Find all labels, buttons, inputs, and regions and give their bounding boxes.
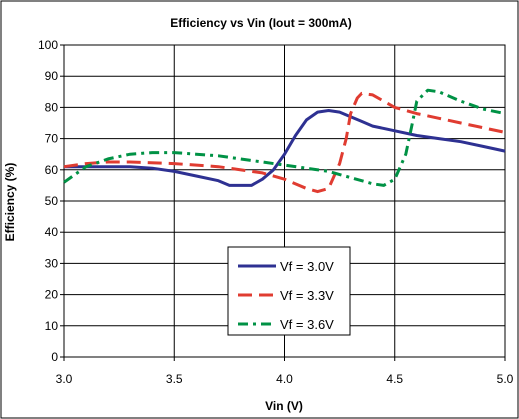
series-lines: [63, 88, 506, 194]
x-tick-label: 3.5: [166, 372, 183, 386]
legend: Vf = 3.0V Vf = 3.3V Vf = 3.6V: [227, 246, 351, 336]
y-tick-label: 80: [45, 100, 59, 114]
y-tick-label: 100: [38, 38, 58, 52]
y-tick-label: 70: [45, 132, 59, 146]
y-tick-label: 50: [45, 194, 59, 208]
x-tick-label: 4.5: [386, 372, 403, 386]
chart-title: Efficiency vs Vin (Iout = 300mA): [170, 16, 352, 30]
series-line-2: [63, 91, 506, 194]
y-tick-label: 10: [45, 319, 59, 333]
y-tick-label: 20: [45, 288, 59, 302]
x-tick-label: 3.0: [56, 372, 73, 386]
x-axis-ticks: 3.0 3.5 4.0 4.5 5.0: [56, 357, 514, 386]
x-tick-label: 5.0: [497, 372, 514, 386]
y-tick-label: 60: [45, 163, 59, 177]
y-axis-ticks: 0 10 20 30 40 50 60 70 80 90 100: [38, 38, 64, 364]
legend-label-1: Vf = 3.0V: [280, 259, 334, 274]
legend-box: [227, 246, 351, 336]
series-line-3: [63, 88, 506, 187]
legend-label-2: Vf = 3.3V: [280, 288, 334, 303]
y-tick-label: 0: [51, 350, 58, 364]
series-line-1: [64, 109, 506, 187]
y-axis-label: Efficiency (%): [3, 163, 17, 242]
x-tick-label: 4.0: [276, 372, 293, 386]
x-axis-label: Vin (V): [265, 399, 303, 413]
y-tick-label: 40: [45, 225, 59, 239]
y-tick-label: 90: [45, 69, 59, 83]
legend-label-3: Vf = 3.6V: [280, 317, 334, 332]
y-tick-label: 30: [45, 256, 59, 270]
